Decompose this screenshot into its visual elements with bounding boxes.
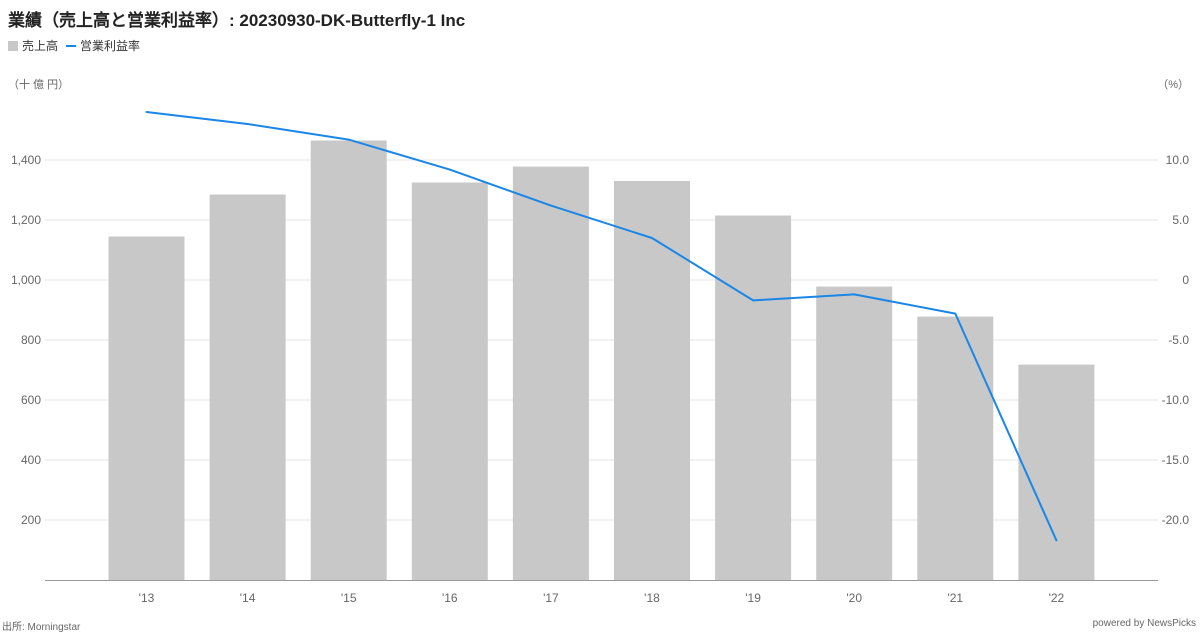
legend-label-sales: 売上高 (22, 39, 59, 53)
y-right-tick-label: -10.0 (1162, 393, 1190, 407)
bar-sales (614, 181, 690, 580)
x-tick-label: '21 (947, 591, 963, 605)
y-left-tick-label: 1,200 (11, 213, 41, 227)
bar-sales (310, 140, 387, 580)
y-right-tick-label: 5.0 (1172, 213, 1189, 227)
legend-swatch-operating-margin (66, 44, 77, 47)
y-right-tick-label: 0 (1182, 273, 1189, 287)
legend-label-operating-margin: 営業利益率 (80, 39, 141, 53)
y-left-tick-label: 400 (21, 453, 41, 467)
y-right-tick-label: -20.0 (1162, 513, 1190, 527)
bar-sales (209, 194, 286, 580)
bar-sales (917, 316, 994, 580)
y-right-tick-label: 10.0 (1166, 153, 1190, 167)
x-tick-label: '20 (846, 591, 862, 605)
y-left-tick-label: 800 (21, 333, 41, 347)
point-operating-margin (448, 168, 451, 171)
bar-sales (411, 182, 488, 580)
legend-item-operating-margin[interactable]: 営業利益率 (66, 37, 140, 54)
point-operating-margin (954, 312, 957, 315)
x-tick-label: '16 (442, 591, 458, 605)
legend-item-sales[interactable]: 売上高 (8, 37, 58, 54)
point-operating-margin (145, 111, 148, 113)
bar-sales (512, 166, 589, 580)
point-operating-margin (1055, 539, 1058, 542)
y-left-tick-label: 1,000 (11, 273, 41, 287)
x-tick-label: '17 (543, 591, 559, 605)
y-left-unit-label: （十 億 円） (8, 77, 69, 91)
powered-by-credit: powered by NewsPicks (1092, 618, 1196, 629)
line-operating-margin (146, 111, 1058, 541)
x-tick-label: '22 (1049, 591, 1065, 605)
bar-sales (715, 215, 792, 580)
bar-sales (1018, 364, 1095, 580)
x-tick-label: '18 (644, 591, 660, 605)
x-tick-label: '15 (341, 591, 357, 605)
point-operating-margin (651, 237, 653, 239)
y-left-tick-label: 200 (21, 513, 41, 527)
legend-swatch-sales (8, 40, 18, 51)
bar-sales (108, 236, 185, 580)
point-operating-margin (549, 204, 552, 207)
y-left-tick-label: 600 (21, 393, 41, 407)
y-right-unit-label: （%） (1157, 78, 1189, 91)
legend: 売上高 営業利益率 (8, 37, 148, 54)
point-operating-margin (347, 138, 350, 141)
chart-title: 業績（売上高と営業利益率）: 20230930-DK-Butterfly-1 I… (8, 11, 466, 30)
point-operating-margin (752, 299, 755, 302)
point-operating-margin (853, 293, 856, 296)
x-tick-label: '13 (139, 591, 155, 605)
y-left-tick-label: 1,400 (11, 153, 41, 167)
point-operating-margin (246, 123, 249, 125)
y-right-tick-label: -15.0 (1162, 453, 1190, 467)
x-tick-label: '14 (240, 591, 256, 605)
bar-sales (816, 286, 893, 580)
source-note: 出所: Morningstar (2, 622, 81, 633)
y-right-tick-label: -5.0 (1168, 333, 1189, 347)
x-tick-label: '19 (745, 591, 761, 605)
